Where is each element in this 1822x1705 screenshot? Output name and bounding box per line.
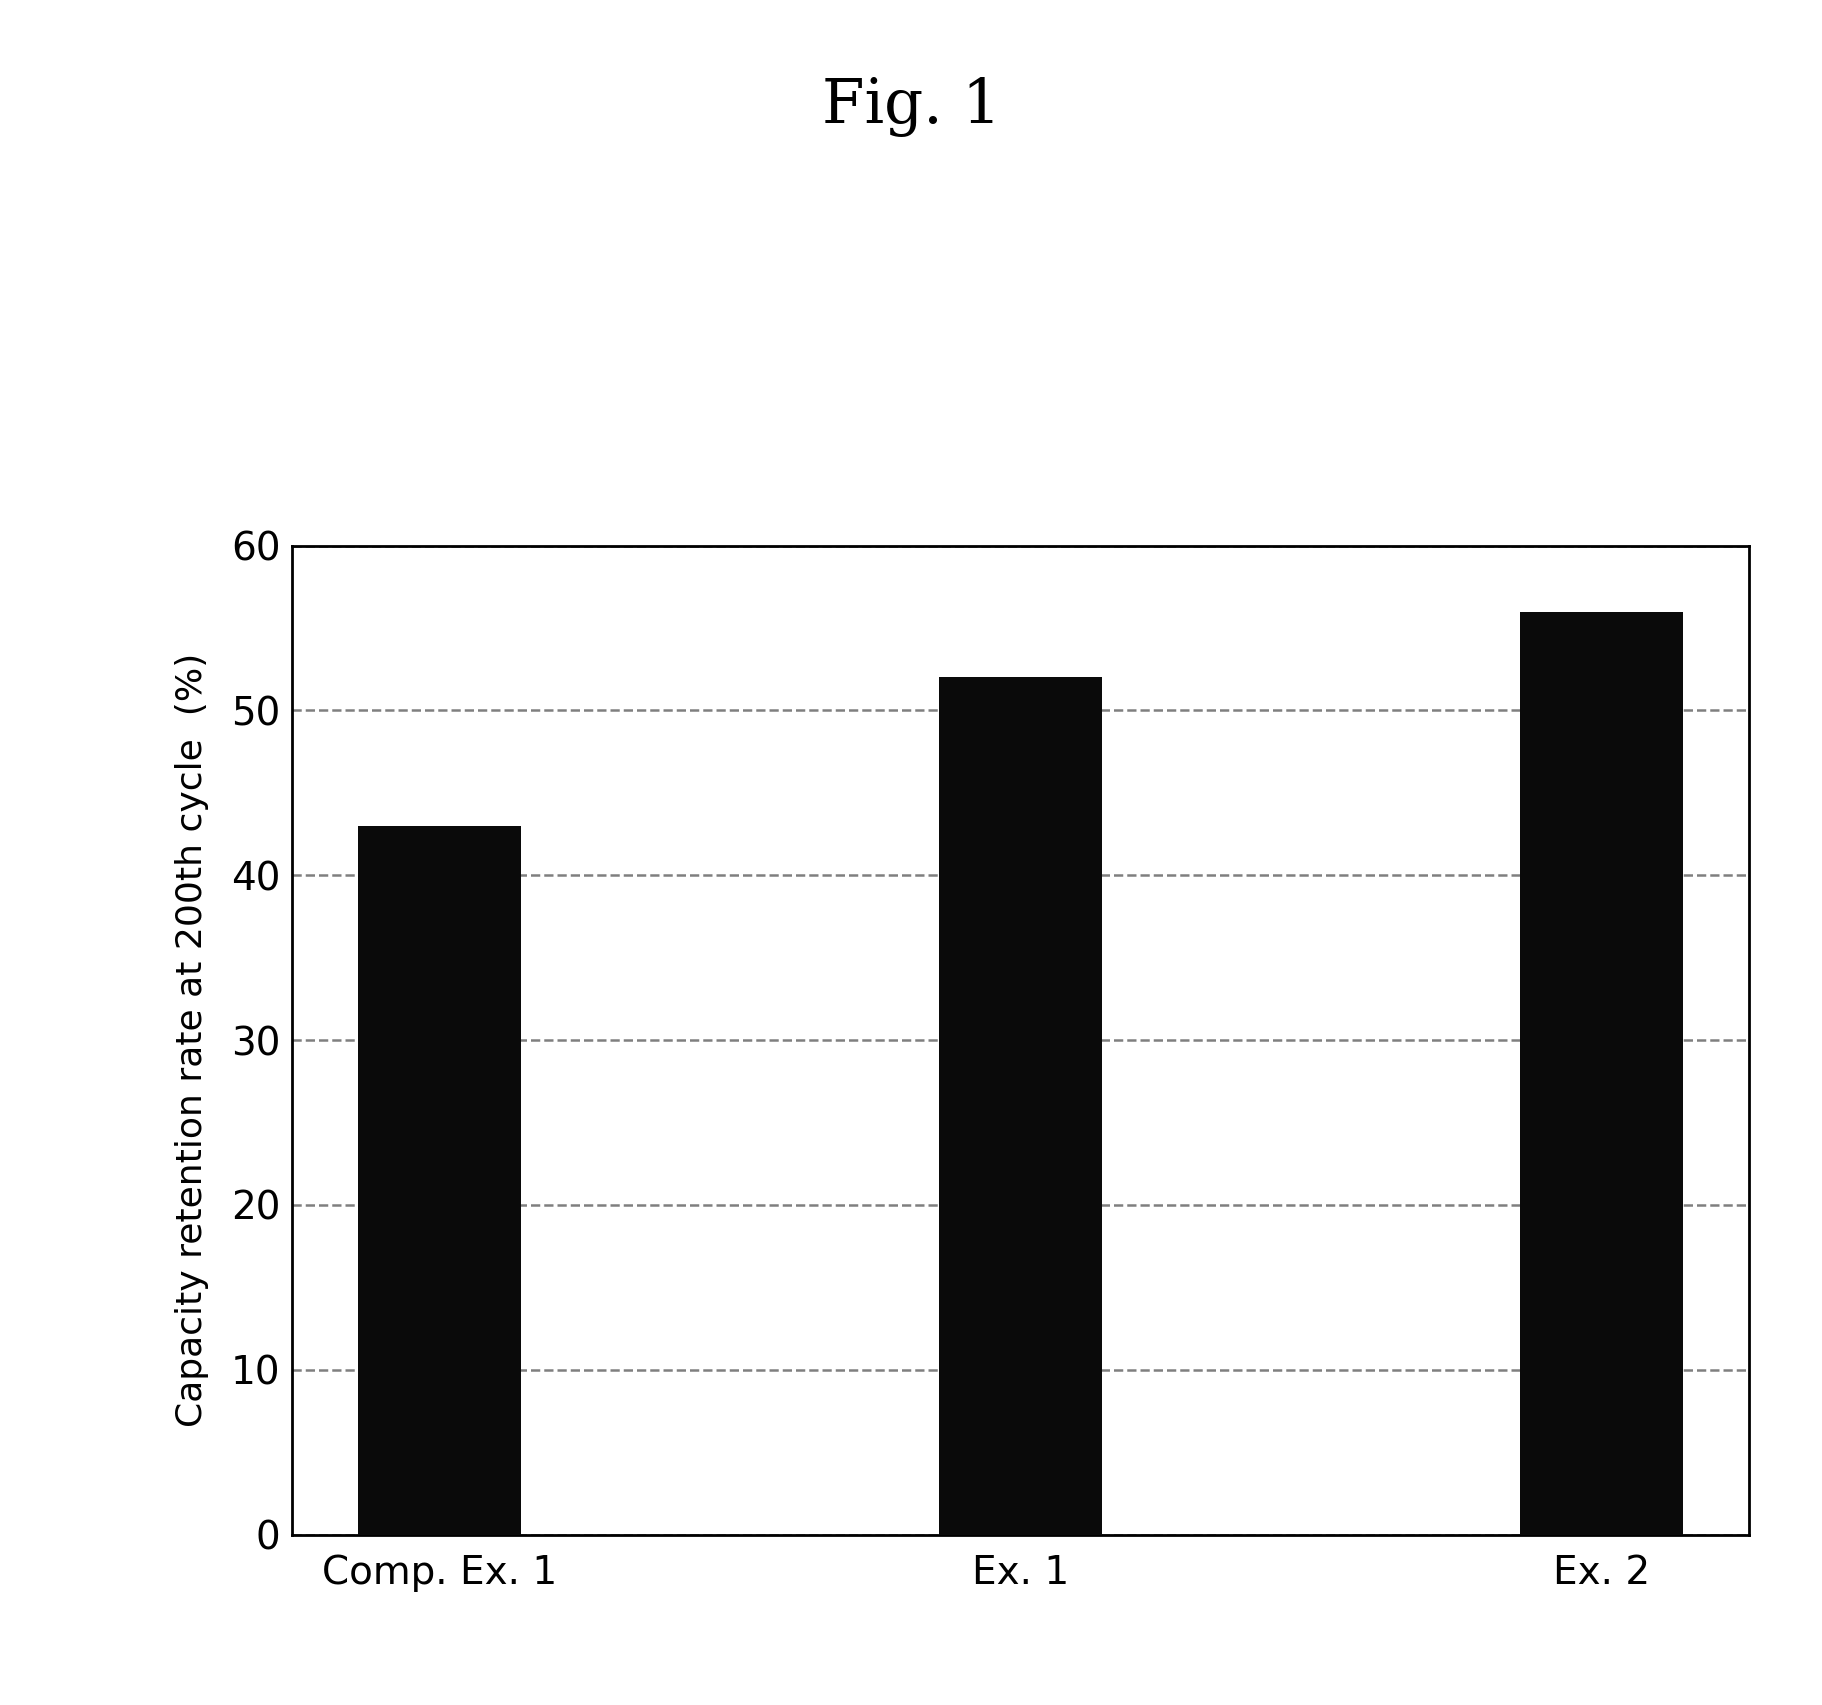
Y-axis label: Capacity retention rate at 200th cycle  (%): Capacity retention rate at 200th cycle (… — [175, 653, 208, 1427]
Text: Fig. 1: Fig. 1 — [822, 77, 1000, 136]
Bar — [938, 677, 1102, 1534]
Bar — [1520, 612, 1684, 1534]
Bar — [357, 825, 521, 1534]
